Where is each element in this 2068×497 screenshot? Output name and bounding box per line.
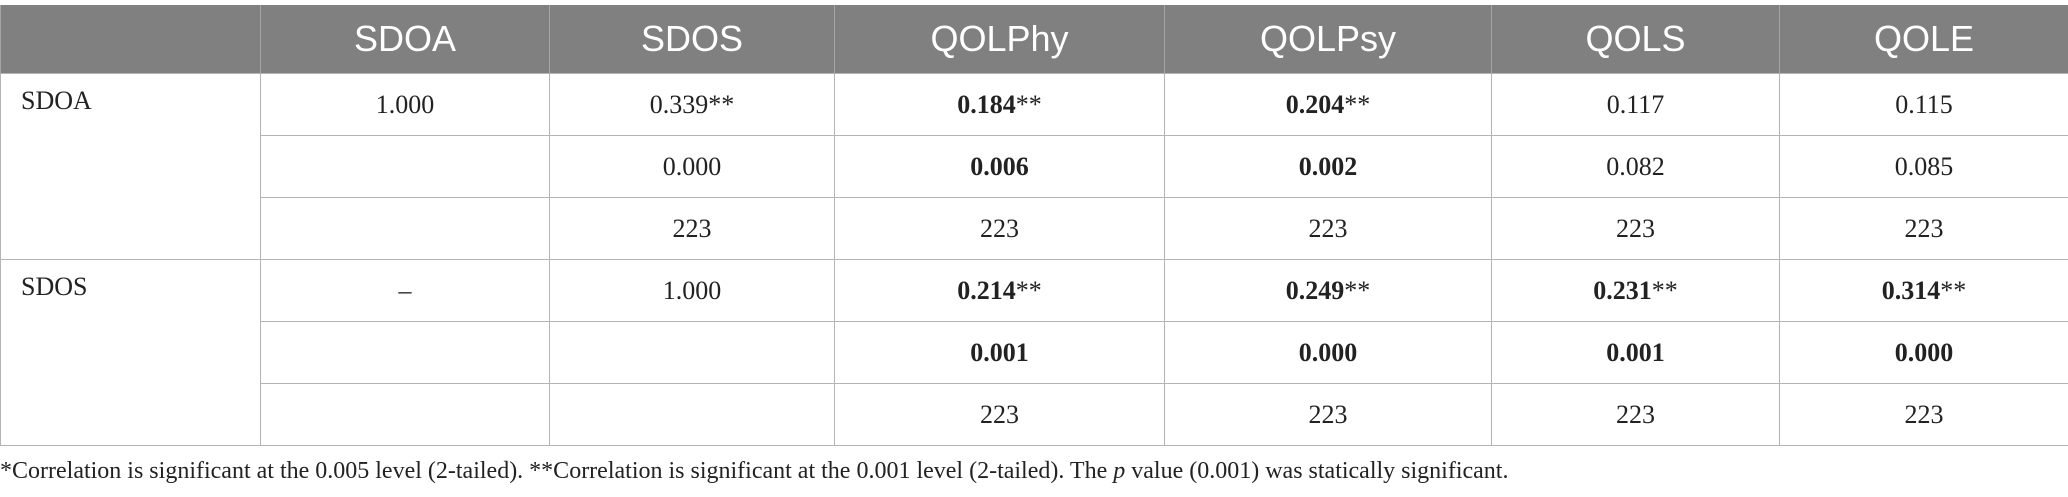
cell-value: 223	[980, 399, 1019, 429]
row-label: SDOA	[0, 73, 261, 260]
cell-value: 0.249	[1285, 275, 1345, 305]
cell-value: 223	[672, 213, 712, 243]
table-cell: 223	[834, 383, 1165, 446]
table-cell: 0.006	[834, 135, 1165, 198]
header-cell-qolphy: QOLPhy	[834, 5, 1165, 74]
table-body: SDOA 1.000 0.339** 0.184** 0.204** 0.117 0.115…	[0, 73, 2068, 446]
table-cell	[260, 197, 550, 260]
cell-value: 223	[1616, 399, 1655, 429]
cell-value: 0.006	[970, 151, 1029, 181]
table-cell: 223	[549, 197, 835, 260]
table-cell: 0.339**	[549, 73, 835, 136]
significance-marker: **	[708, 89, 735, 119]
table-cell	[549, 383, 835, 446]
table-cell: 223	[1164, 383, 1492, 446]
cell-value: 0.214	[957, 275, 1016, 305]
significance-marker: **	[1015, 89, 1042, 119]
table-cell: 0.085	[1779, 135, 2068, 198]
cell-value: 0.314	[1881, 275, 1941, 305]
table-cell: 0.002	[1164, 135, 1492, 198]
cell-value: 0.000	[662, 151, 722, 181]
table-cell: 223	[1164, 197, 1492, 260]
header-cell-qolpsy: QOLPsy	[1164, 5, 1492, 74]
table-cell	[260, 135, 550, 198]
significance-marker: **	[1651, 275, 1678, 305]
table-cell: 0.184**	[834, 73, 1165, 136]
cell-value: –	[398, 275, 412, 305]
table-cell: –	[260, 259, 550, 322]
table-row: SDOS –1.000 0.214** 0.249** 0.231** 0.314**	[0, 259, 2068, 446]
cell-value: 223	[1308, 399, 1348, 429]
significance-marker: **	[1015, 275, 1042, 305]
footnote-text-end: value (0.001) was statically significant…	[1125, 458, 1509, 484]
table-footnote: *Correlation is significant at the 0.005…	[0, 458, 2068, 485]
cell-value: 0.000	[1894, 337, 1954, 367]
table-cell: 0.082	[1491, 135, 1780, 198]
table-cell: 0.231**	[1491, 259, 1780, 322]
table-cell: 1.000	[260, 73, 550, 136]
table-cell: 223	[1491, 197, 1780, 260]
table-cell: 0.117	[1491, 73, 1780, 136]
cell-value: 0.204	[1285, 89, 1345, 119]
table-cell: 0.115	[1779, 73, 2068, 136]
table-row: 223 223 223 223 223	[1, 197, 2068, 260]
table-row: SDOA 1.000 0.339** 0.184** 0.204** 0.117 0.115	[0, 73, 2068, 260]
table-row: 0.001 0.000 0.001 0.000	[1, 321, 2068, 384]
significance-marker: **	[1344, 89, 1371, 119]
row-label: SDOS	[0, 259, 261, 446]
header-cell-qole: QOLE	[1779, 5, 2068, 74]
table-cell: 0.204**	[1164, 73, 1492, 136]
table-row: 0.000 0.006 0.002 0.082 0.085	[1, 135, 2068, 198]
header-cell-sdos: SDOS	[549, 5, 835, 74]
table-cell	[549, 321, 835, 384]
footnote-text-start: *Correlation is significant at the 0.005…	[0, 458, 1114, 484]
table-cell: 0.000	[549, 135, 835, 198]
table-cell	[260, 321, 550, 384]
table-header: SDOA SDOS QOLPhy QOLPsy QOLS QOLE	[0, 5, 2068, 74]
table-cell: 0.214**	[834, 259, 1165, 322]
table-cell: 0.314**	[1779, 259, 2068, 322]
cell-value: 223	[1904, 399, 1944, 429]
header-row: SDOA SDOS QOLPhy QOLPsy QOLS QOLE	[0, 5, 2068, 74]
cell-value: 0.115	[1895, 89, 1953, 119]
cell-value: 223	[1308, 213, 1348, 243]
cell-value: 0.002	[1298, 151, 1358, 181]
cell-value: 223	[1616, 213, 1655, 243]
table-cell: 223	[1779, 197, 2068, 260]
significance-marker: **	[1344, 275, 1371, 305]
cell-value: 0.339	[649, 89, 709, 119]
table-cell: 0.001	[1491, 321, 1780, 384]
table-cell: 0.000	[1779, 321, 2068, 384]
table-cell: 223	[1779, 383, 2068, 446]
table-row: 223 223 223 223	[1, 383, 2068, 446]
cell-value: 0.117	[1606, 89, 1665, 119]
table-cell: 0.249**	[1164, 259, 1492, 322]
header-cell-blank	[0, 5, 261, 74]
table-cell	[260, 383, 550, 446]
table-cell: 1.000	[549, 259, 835, 322]
cell-value: 0.082	[1606, 151, 1665, 181]
cell-value: 0.231	[1593, 275, 1652, 305]
correlation-table: SDOA SDOS QOLPhy QOLPsy QOLS QOLE SDOA 1.…	[0, 5, 2068, 446]
table-cell: 223	[1491, 383, 1780, 446]
cell-value: 1.000	[662, 275, 722, 305]
cell-value: 223	[980, 213, 1019, 243]
cell-value: 223	[1904, 213, 1944, 243]
cell-value: 0.000	[1298, 337, 1358, 367]
cell-value: 0.001	[1606, 337, 1665, 367]
header-cell-sdoa: SDOA	[260, 5, 550, 74]
table-cell: 223	[834, 197, 1165, 260]
table-cell: 0.000	[1164, 321, 1492, 384]
cell-value: 0.001	[970, 337, 1029, 367]
header-cell-qols: QOLS	[1491, 5, 1780, 74]
cell-value: 0.184	[957, 89, 1016, 119]
significance-marker: **	[1940, 275, 1967, 305]
footnote-p-italic: p	[1113, 458, 1126, 484]
table-cell: 0.001	[834, 321, 1165, 384]
cell-value: 1.000	[375, 89, 435, 119]
cell-value: 0.085	[1894, 151, 1954, 181]
